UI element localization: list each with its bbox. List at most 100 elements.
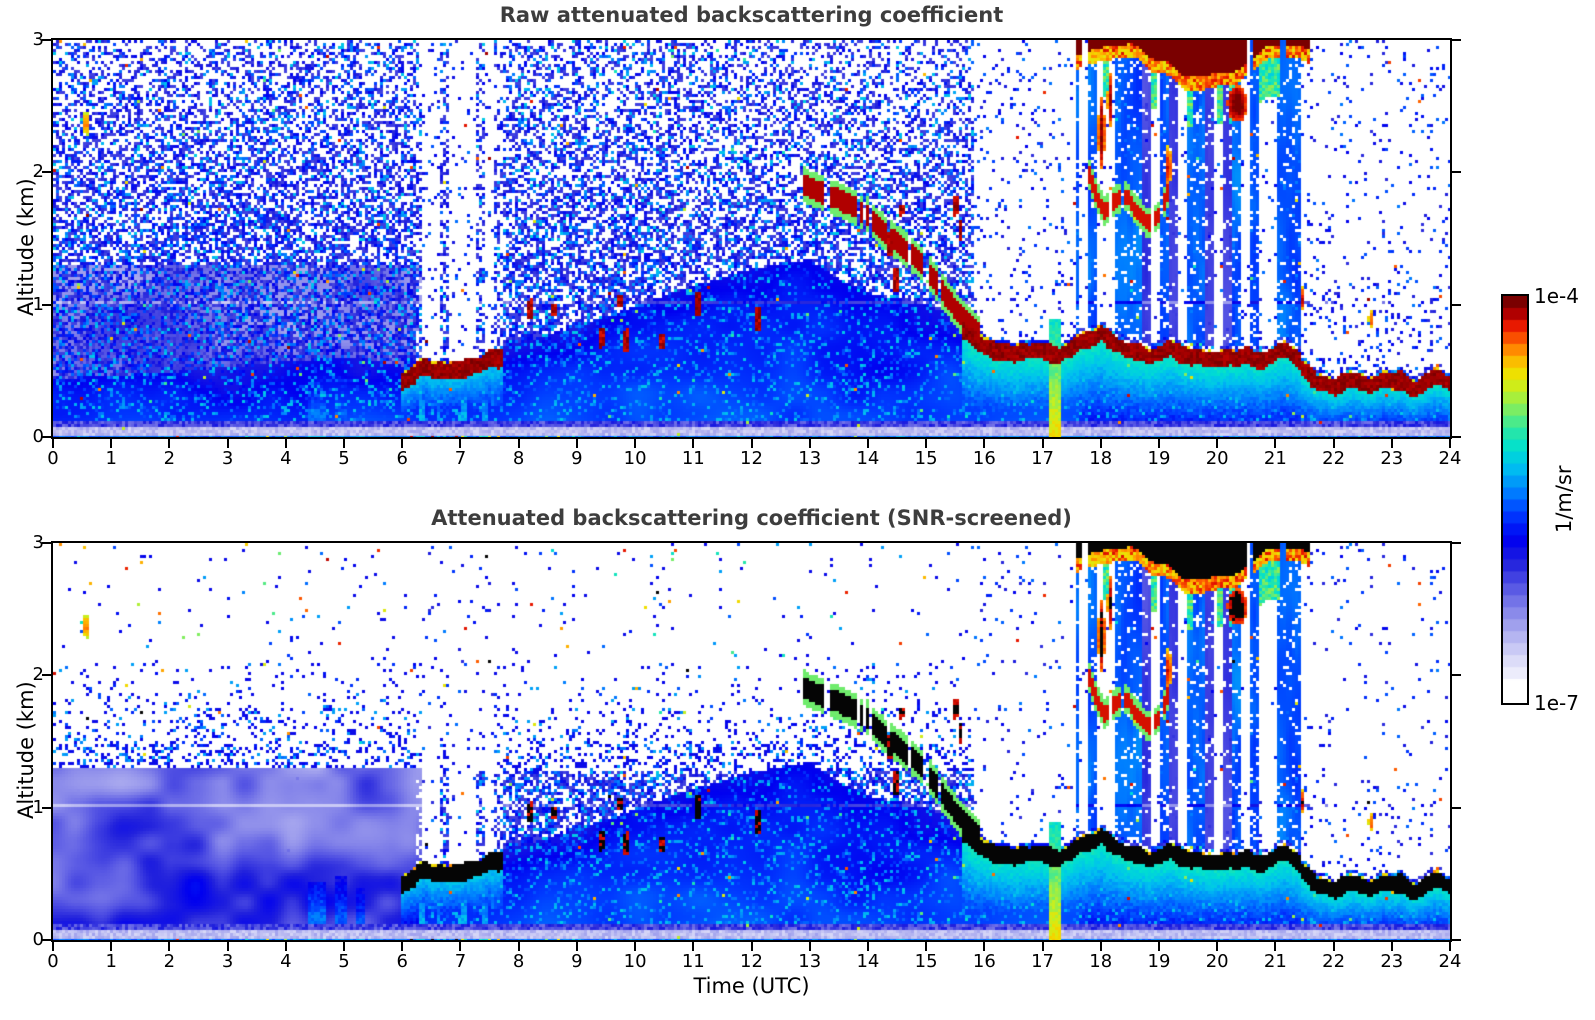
x-tick-label-raw: 2 bbox=[163, 448, 176, 469]
screened-panel-title: Attenuated backscattering coefficient (S… bbox=[431, 506, 1072, 530]
y-tick-left-raw bbox=[42, 303, 51, 306]
x-tick-label-raw: 9 bbox=[571, 448, 583, 469]
x-tick-label-screened: 23 bbox=[1380, 951, 1404, 972]
x-tick-label-screened: 11 bbox=[681, 951, 705, 972]
x-tick-label-screened: 18 bbox=[1089, 951, 1113, 972]
x-tick-screened bbox=[517, 942, 520, 951]
x-tick-label-screened: 4 bbox=[280, 951, 292, 972]
x-tick-label-raw: 6 bbox=[396, 448, 408, 469]
x-tick-screened bbox=[1390, 942, 1393, 951]
x-tick-screened bbox=[168, 942, 171, 951]
x-tick-raw bbox=[110, 439, 113, 448]
y-tick-right-screened bbox=[1452, 939, 1461, 941]
y-tick-left-raw bbox=[42, 436, 51, 438]
x-tick-screened bbox=[1157, 942, 1160, 951]
x-tick-label-raw: 24 bbox=[1438, 448, 1462, 469]
x-tick-label-screened: 0 bbox=[47, 951, 59, 972]
x-tick-screened bbox=[750, 942, 753, 951]
x-tick-screened bbox=[1041, 942, 1044, 951]
x-tick-screened bbox=[52, 942, 54, 951]
x-tick-raw bbox=[692, 439, 695, 448]
x-tick-label-screened: 22 bbox=[1322, 951, 1346, 972]
x-tick-raw bbox=[1449, 439, 1451, 448]
x-tick-screened bbox=[808, 942, 811, 951]
x-tick-label-screened: 7 bbox=[454, 951, 467, 972]
x-tick-screened bbox=[401, 942, 404, 951]
x-tick-raw bbox=[1157, 439, 1160, 448]
x-tick-label-screened: 20 bbox=[1205, 951, 1229, 972]
x-tick-label-screened: 16 bbox=[972, 951, 996, 972]
colorbar-units-label: 1/m/sr bbox=[1552, 465, 1576, 533]
y-tick-right-raw bbox=[1452, 303, 1461, 306]
x-tick-screened bbox=[1274, 942, 1277, 951]
x-tick-label-screened: 3 bbox=[221, 951, 234, 972]
x-tick-label-raw: 7 bbox=[454, 448, 467, 469]
x-tick-label-raw: 3 bbox=[221, 448, 234, 469]
x-tick-screened bbox=[343, 942, 346, 951]
x-tick-label-raw: 14 bbox=[856, 448, 880, 469]
x-tick-label-raw: 0 bbox=[47, 448, 59, 469]
x-tick-label-raw: 8 bbox=[512, 448, 525, 469]
x-tick-label-screened: 19 bbox=[1147, 951, 1171, 972]
x-tick-screened bbox=[866, 942, 869, 951]
x-tick-screened bbox=[1099, 942, 1102, 951]
x-tick-label-screened: 21 bbox=[1263, 951, 1287, 972]
y-tick-left-screened bbox=[42, 674, 51, 677]
x-tick-raw bbox=[983, 439, 986, 448]
y-tick-right-raw bbox=[1452, 436, 1461, 438]
x-tick-label-raw: 21 bbox=[1263, 448, 1287, 469]
x-tick-raw bbox=[1099, 439, 1102, 448]
y-tick-right-raw bbox=[1452, 171, 1461, 174]
x-tick-label-screened: 8 bbox=[512, 951, 525, 972]
colorbar-max-label: 1e-4 bbox=[1534, 284, 1579, 308]
x-tick-raw bbox=[459, 439, 462, 448]
x-tick-label-raw: 4 bbox=[280, 448, 292, 469]
x-tick-screened bbox=[226, 942, 229, 951]
x-tick-label-raw: 5 bbox=[338, 448, 350, 469]
x-tick-label-raw: 20 bbox=[1205, 448, 1229, 469]
x-tick-screened bbox=[110, 942, 113, 951]
x-tick-raw bbox=[168, 439, 171, 448]
x-tick-label-screened: 6 bbox=[396, 951, 408, 972]
screened-heatmap-canvas bbox=[51, 541, 1452, 942]
x-tick-raw bbox=[1216, 439, 1219, 448]
x-tick-raw bbox=[52, 439, 54, 448]
y-tick-left-screened bbox=[42, 806, 51, 809]
x-tick-raw bbox=[517, 439, 520, 448]
x-tick-screened bbox=[575, 942, 578, 951]
x-tick-raw bbox=[866, 439, 869, 448]
x-tick-raw bbox=[343, 439, 346, 448]
x-tick-label-raw: 23 bbox=[1380, 448, 1404, 469]
x-tick-raw bbox=[750, 439, 753, 448]
x-tick-label-screened: 1 bbox=[105, 951, 117, 972]
x-tick-screened bbox=[459, 942, 462, 951]
y-tick-left-screened bbox=[42, 939, 51, 941]
x-tick-raw bbox=[1041, 439, 1044, 448]
x-tick-screened bbox=[284, 942, 287, 951]
x-tick-raw bbox=[808, 439, 811, 448]
x-tick-raw bbox=[575, 439, 578, 448]
x-tick-screened bbox=[634, 942, 637, 951]
x-tick-raw bbox=[1274, 439, 1277, 448]
x-tick-screened bbox=[925, 942, 928, 951]
y-tick-right-screened bbox=[1452, 542, 1461, 544]
y-tick-label-screened: 3 bbox=[32, 532, 44, 553]
y-tick-label-raw: 1 bbox=[32, 293, 44, 315]
raw-heatmap-canvas bbox=[51, 38, 1452, 439]
y-tick-left-raw bbox=[42, 39, 51, 41]
y-tick-left-screened bbox=[42, 542, 51, 544]
y-tick-label-raw: 0 bbox=[32, 426, 44, 447]
x-tick-label-raw: 1 bbox=[105, 448, 117, 469]
y-tick-label-screened: 0 bbox=[32, 929, 44, 950]
x-tick-label-raw: 19 bbox=[1147, 448, 1171, 469]
x-tick-label-raw: 15 bbox=[914, 448, 938, 469]
x-tick-label-screened: 17 bbox=[1031, 951, 1054, 972]
x-tick-screened bbox=[692, 942, 695, 951]
x-tick-label-raw: 10 bbox=[623, 448, 647, 469]
x-tick-raw bbox=[284, 439, 287, 448]
x-tick-label-screened: 10 bbox=[623, 951, 647, 972]
x-tick-raw bbox=[925, 439, 928, 448]
colorbar bbox=[1501, 294, 1529, 705]
y-tick-label-screened: 2 bbox=[32, 664, 44, 686]
x-tick-screened bbox=[1449, 942, 1451, 951]
